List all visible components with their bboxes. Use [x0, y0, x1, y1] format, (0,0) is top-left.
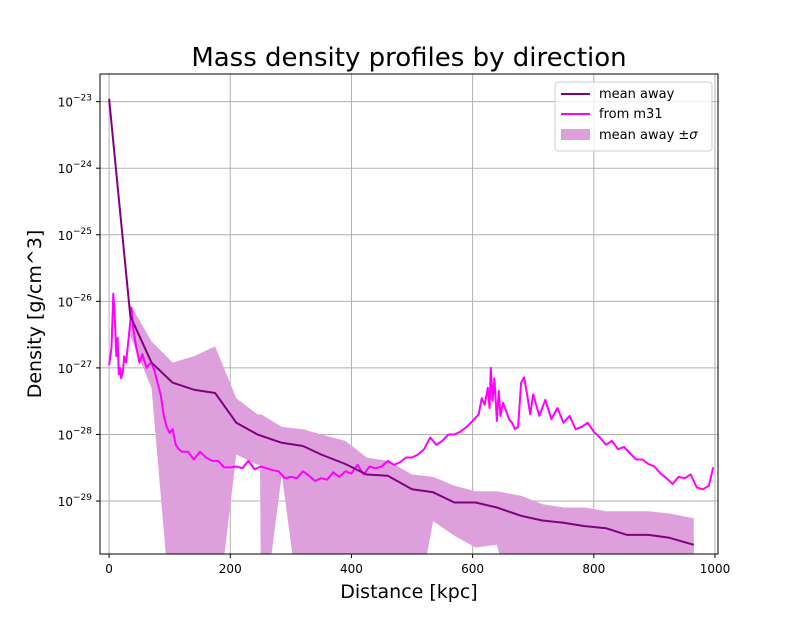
x-tick-label: 400 — [340, 562, 363, 576]
y-tick-label: 10−24 — [58, 160, 93, 176]
chart-title: Mass density profiles by direction — [191, 43, 626, 73]
x-axis-label: Distance [kpc] — [340, 581, 477, 603]
legend-band-prefix: mean away ± — [599, 128, 689, 143]
legend-band-label: mean away ±σ — [599, 128, 698, 143]
y-axis-label: Density [g/cm^3] — [24, 230, 46, 399]
x-tick-label: 800 — [582, 562, 605, 576]
mean-away-line — [108, 98, 695, 546]
sigma-band-layer — [130, 304, 694, 554]
series-layer — [108, 98, 715, 546]
legend-mean-away-label: mean away — [599, 87, 675, 102]
sigma-band — [130, 304, 694, 554]
legend-from-m31-label: from m31 — [599, 107, 663, 122]
x-tick-label: 0 — [105, 562, 113, 576]
legend-box — [554, 81, 713, 152]
x-tick-label: 200 — [219, 562, 242, 576]
y-tick-label: 10−26 — [58, 293, 93, 309]
plot-frame — [99, 73, 719, 555]
y-tick-label: 10−28 — [58, 426, 93, 442]
x-tick-label: 600 — [461, 562, 484, 576]
legend: mean away from m31 mean away ±σ — [554, 81, 713, 152]
y-tick-label: 10−23 — [58, 94, 92, 110]
legend-band-sigma: σ — [689, 128, 698, 143]
y-tick-label: 10−29 — [58, 493, 93, 509]
x-tick-label: 1000 — [700, 562, 731, 576]
axis-ticks: 0 200 400 600 800 1000 10−29 10−28 10−27 10−26 10−… — [58, 94, 731, 576]
y-tick-label: 10−25 — [58, 227, 92, 243]
y-tick-label: 10−27 — [58, 360, 92, 376]
legend-band-swatch — [561, 129, 590, 140]
